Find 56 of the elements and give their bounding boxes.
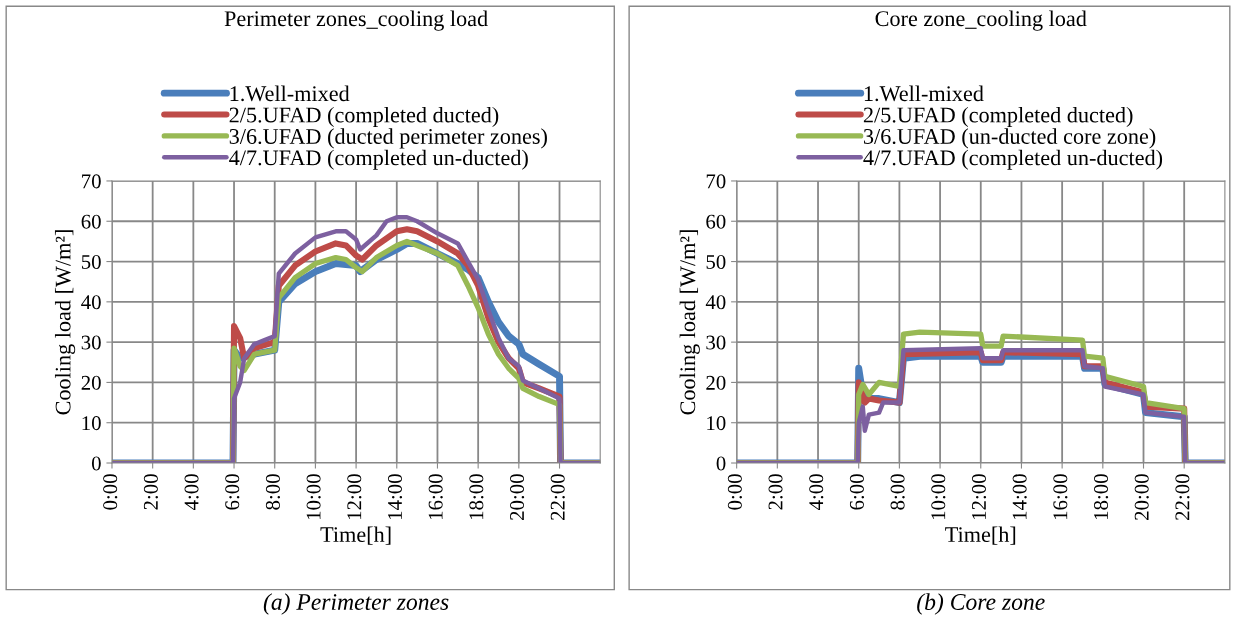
y-tick-label: 60 [706, 214, 726, 229]
x-tick-label: 20:00 [1134, 474, 1149, 520]
y-tick-label: 20 [81, 375, 101, 390]
x-tick-label: 20:00 [509, 474, 525, 520]
legend-label: 1.Well-mixed [864, 85, 984, 102]
y-tick-label: 40 [81, 295, 101, 310]
y-tick-label: 0 [91, 456, 101, 471]
text: (b) Core zone [917, 593, 1045, 615]
x-tick-label: 10:00 [931, 474, 946, 520]
y-tick-label: 70 [82, 174, 101, 189]
y-tick-label: 50 [706, 254, 726, 269]
x-tick-label: 14:00 [387, 474, 403, 520]
x-tick-label: 0:00 [727, 474, 742, 510]
y-tick-label: 60 [81, 214, 101, 229]
y-tick-label: 40 [705, 295, 726, 310]
x-tick-label: 4:00 [809, 474, 824, 511]
legend-label: 2/5.UFAD (completed ducted) [863, 106, 1133, 128]
x-axis-title: Time[h] [320, 526, 391, 545]
x-tick-label: 22:00 [1175, 474, 1190, 520]
x-axis-title: Time[h] [945, 526, 1016, 545]
x-tick-label: 2:00 [768, 474, 783, 510]
x-tick-label: 0:00 [103, 474, 118, 510]
legend-label: 3/6.UFAD (ducted perimeter zones) [229, 128, 547, 149]
x-tick-label: 6:00 [225, 474, 240, 510]
x-tick-label: 16:00 [1053, 474, 1068, 520]
x-tick-label: 22:00 [550, 474, 565, 520]
x-tick-label: 16:00 [428, 474, 443, 520]
x-tick-label: 10:00 [306, 474, 321, 520]
legend-label: 3/6.UFAD (un-ducted core zone) [863, 128, 1156, 149]
legend-label: 4/7.UFAD (completed un-ducted) [863, 149, 1163, 170]
y-tick-label: 30 [81, 335, 101, 350]
legend-label: 4/7.UFAD (completed un-ducted) [229, 149, 528, 170]
x-tick-label: 12:00 [971, 474, 987, 520]
x-tick-label: 6:00 [849, 474, 865, 510]
y-tick-label: 50 [81, 254, 101, 269]
y-tick-label: 10 [707, 416, 726, 431]
x-tick-label: 8:00 [265, 474, 281, 510]
chart-title: Perimeter zones_cooling load [224, 10, 488, 31]
x-tick-label: 18:00 [1093, 474, 1109, 520]
x-tick-label: 4:00 [184, 474, 199, 511]
y-tick-label: 20 [706, 375, 726, 390]
x-tick-label: 2:00 [143, 474, 158, 510]
legend-label: 2/5.UFAD (completed ducted) [229, 106, 499, 128]
legend-label: 1.Well-mixed [230, 85, 350, 102]
y-tick-label: 0 [716, 456, 726, 471]
y-axis-title: Cooling load [W/m²] [54, 230, 76, 415]
x-tick-label: 14:00 [1012, 474, 1027, 520]
y-tick-label: 10 [82, 416, 101, 431]
x-tick-label: 18:00 [469, 474, 484, 520]
y-axis-title: Cooling load [W/m²] [679, 230, 700, 415]
x-tick-label: 12:00 [347, 474, 362, 520]
y-tick-label: 30 [706, 335, 726, 350]
chart-title: Core zone_cooling load [875, 10, 1087, 31]
y-tick-label: 70 [706, 174, 726, 189]
text: (a) Perimeter zones [263, 593, 449, 615]
x-tick-label: 8:00 [890, 474, 905, 510]
